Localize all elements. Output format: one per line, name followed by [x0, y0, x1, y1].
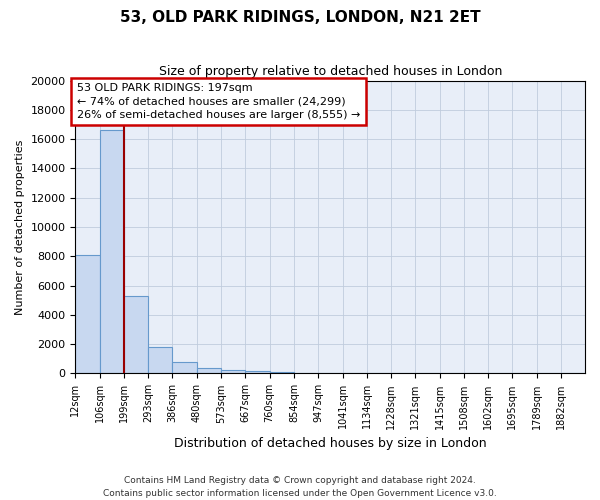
Text: 53 OLD PARK RIDINGS: 197sqm
← 74% of detached houses are smaller (24,299)
26% of: 53 OLD PARK RIDINGS: 197sqm ← 74% of det… — [77, 84, 360, 120]
Bar — [245, 371, 269, 374]
Y-axis label: Number of detached properties: Number of detached properties — [15, 140, 25, 314]
Bar — [124, 296, 148, 374]
Bar — [100, 130, 124, 374]
Bar — [269, 372, 294, 374]
Bar — [148, 347, 172, 374]
Bar — [76, 255, 100, 374]
Bar — [221, 370, 245, 374]
Text: 53, OLD PARK RIDINGS, LONDON, N21 2ET: 53, OLD PARK RIDINGS, LONDON, N21 2ET — [119, 10, 481, 25]
Bar — [172, 362, 197, 374]
X-axis label: Distribution of detached houses by size in London: Distribution of detached houses by size … — [174, 437, 487, 450]
Text: Contains HM Land Registry data © Crown copyright and database right 2024.
Contai: Contains HM Land Registry data © Crown c… — [103, 476, 497, 498]
Bar — [197, 368, 221, 374]
Title: Size of property relative to detached houses in London: Size of property relative to detached ho… — [158, 65, 502, 78]
